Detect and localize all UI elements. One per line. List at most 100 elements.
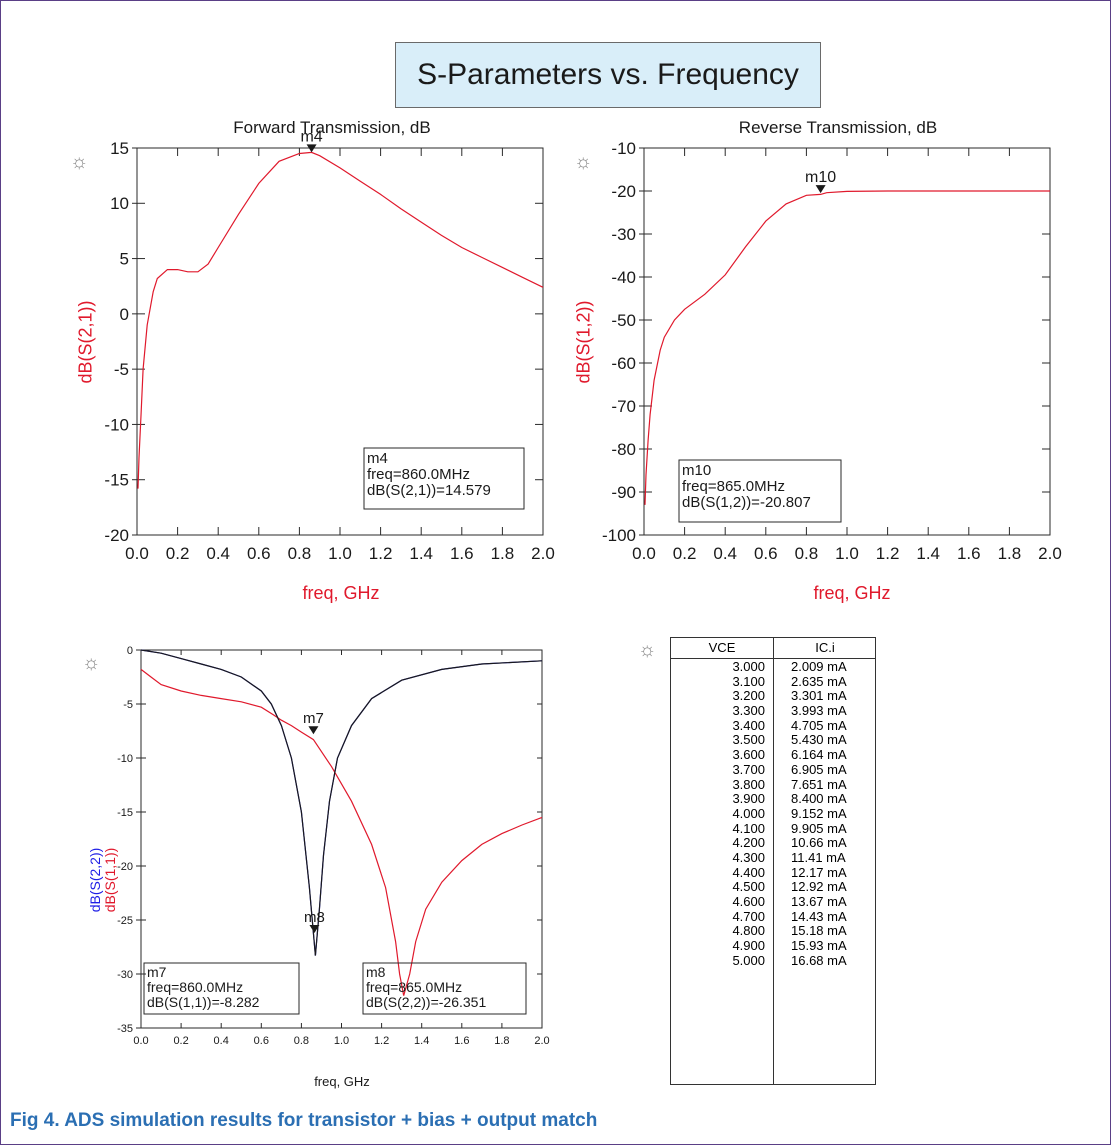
figure-caption: Fig 4. ADS simulation results for transi… xyxy=(10,1110,598,1131)
sun-icon[interactable]: ☼ xyxy=(82,652,101,674)
x-tick-label: 0.8 xyxy=(795,544,819,563)
readout-line: m10 xyxy=(682,462,711,479)
y-tick-label: -10 xyxy=(104,415,129,434)
ic-cell: 13.67 mA xyxy=(791,894,847,909)
vce-cell: 3.700 xyxy=(732,761,765,777)
plot-area xyxy=(140,649,543,1029)
bias-table: VCE IC.i 3.000 2.009 mA 3.100 2.635 mA 3.200… xyxy=(670,637,876,1085)
x-tick-label: 0.4 xyxy=(214,1035,229,1047)
ic-cell: 15.93 mA xyxy=(791,938,847,954)
x-tick-label: 1.8 xyxy=(491,544,515,563)
y-tick-label: -20 xyxy=(611,182,636,201)
table-row: 4.500 12.92 mA xyxy=(671,880,875,895)
vce-cell: 3.600 xyxy=(732,747,765,763)
y-tick-label: -35 xyxy=(117,1023,133,1035)
reflection-xlabel: freq, GHz xyxy=(314,1074,370,1089)
ic-cell: 8.400 mA xyxy=(791,791,847,807)
y-tick-label: 15 xyxy=(110,139,129,158)
readout-line: dB(S(2,1))=14.579 xyxy=(367,482,491,499)
forward-chart-title: Forward Transmission, dB xyxy=(233,118,431,137)
y-tick-label: -15 xyxy=(117,807,133,819)
y-tick-label: -5 xyxy=(123,699,133,711)
main-title: S-Parameters vs. Frequency xyxy=(395,42,821,108)
y-tick-label: -70 xyxy=(611,397,636,416)
series-line xyxy=(140,668,543,996)
y-tick-label: -10 xyxy=(117,753,133,765)
series-line xyxy=(140,649,316,956)
ic-cell: 3.301 mA xyxy=(791,688,847,704)
y-tick-label: -80 xyxy=(611,440,636,459)
vce-cell: 5.000 xyxy=(732,952,765,968)
x-tick-label: 1.6 xyxy=(450,544,474,563)
ic-cell: 2.009 mA xyxy=(791,659,847,674)
marker-readout xyxy=(363,447,525,510)
ic-cell: 7.651 mA xyxy=(791,776,847,792)
x-tick-label: 1.0 xyxy=(328,544,352,563)
table-row: 4.400 12.17 mA xyxy=(671,864,875,881)
ic-cell: 5.430 mA xyxy=(791,732,847,748)
table-row: 4.700 14.43 mA xyxy=(671,908,875,925)
ic-cell: 2.635 mA xyxy=(791,673,847,689)
y-tick-label: -50 xyxy=(611,311,636,330)
x-tick-label: 1.2 xyxy=(369,544,393,563)
table-row: 3.200 3.301 mA xyxy=(671,689,875,704)
x-tick-label: 0.0 xyxy=(133,1035,148,1047)
table-row: 4.300 11.41 mA xyxy=(671,850,875,866)
x-tick-label: 0.2 xyxy=(173,1035,188,1047)
table-row: 4.100 9.905 mA xyxy=(671,820,875,837)
table-row: 5.000 16.68 mA xyxy=(671,952,875,969)
x-tick-label: 2.0 xyxy=(1038,544,1062,563)
ic-cell: 12.17 mA xyxy=(791,864,847,880)
vce-cell: 4.100 xyxy=(732,820,765,836)
y-tick-label: -90 xyxy=(611,483,636,502)
sun-icon[interactable]: ☼ xyxy=(638,639,657,661)
table-row: 3.500 5.430 mA xyxy=(671,733,875,748)
ic-cell: 9.152 mA xyxy=(791,805,847,821)
y-tick-label: -40 xyxy=(611,268,636,287)
readout-line: m8 xyxy=(366,964,386,980)
x-tick-label: 1.6 xyxy=(454,1035,469,1047)
table-row: 4.600 13.67 mA xyxy=(671,894,875,910)
x-tick-label: 0.6 xyxy=(754,544,778,563)
vce-cell: 3.000 xyxy=(732,659,765,674)
marker-readout xyxy=(143,962,300,1015)
readout-line: m4 xyxy=(367,450,388,467)
vce-cell: 4.200 xyxy=(732,835,765,851)
vce-cell: 3.900 xyxy=(732,791,765,807)
vce-cell: 4.800 xyxy=(732,923,765,939)
readout-line: m7 xyxy=(147,964,167,980)
x-tick-label: 0.2 xyxy=(166,544,190,563)
y-tick-label: -15 xyxy=(104,471,129,490)
x-tick-label: 2.0 xyxy=(531,544,555,563)
table-row: 4.000 9.152 mA xyxy=(671,805,875,822)
y-tick-label: 10 xyxy=(110,194,129,213)
marker-readout xyxy=(362,962,527,1015)
y-tick-label: -25 xyxy=(117,915,133,927)
sun-icon[interactable]: ☼ xyxy=(70,151,89,173)
y-tick-label: -5 xyxy=(114,360,129,379)
ic-cell: 15.18 mA xyxy=(791,923,847,939)
y-tick-label: -20 xyxy=(104,526,129,545)
x-tick-label: 0.0 xyxy=(125,544,149,563)
x-tick-label: 1.2 xyxy=(374,1035,389,1047)
readout-line: freq=865.0MHz xyxy=(682,478,785,495)
ic-cell: 14.43 mA xyxy=(791,908,847,924)
column-header-vce: VCE xyxy=(708,640,736,655)
x-tick-label: 0.4 xyxy=(206,544,230,563)
marker-label: m8 xyxy=(304,909,325,926)
marker-label: m10 xyxy=(805,169,836,186)
vce-cell: 4.700 xyxy=(732,908,765,924)
x-tick-label: 1.8 xyxy=(494,1035,509,1047)
ic-cell: 6.164 mA xyxy=(791,747,847,763)
y-tick-label: -30 xyxy=(611,225,636,244)
readout-line: freq=860.0MHz xyxy=(147,979,243,995)
table-row: 3.600 6.164 mA xyxy=(671,747,875,763)
table-row: 3.400 4.705 mA xyxy=(671,718,875,734)
x-tick-label: 0.4 xyxy=(713,544,737,563)
sun-icon[interactable]: ☼ xyxy=(574,151,593,173)
table-body: 3.000 2.009 mA 3.100 2.635 mA 3.200 3.301 mA 3… xyxy=(671,659,875,969)
table-row: 3.900 8.400 mA xyxy=(671,791,875,807)
